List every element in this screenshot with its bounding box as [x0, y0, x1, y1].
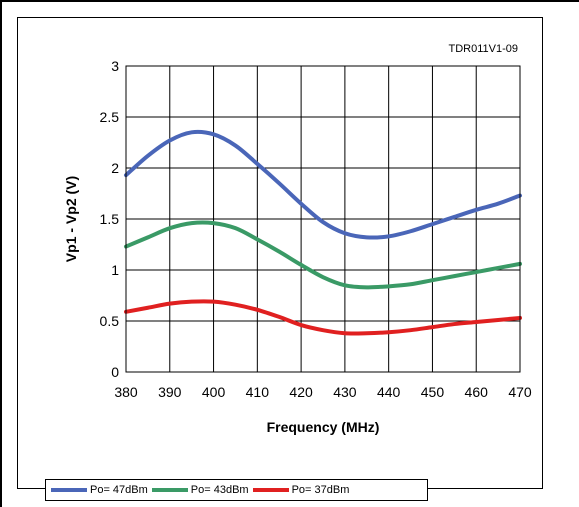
- x-tick-label: 380: [114, 384, 138, 400]
- y-tick-label: 0.5: [100, 313, 120, 329]
- series-lines: [124, 129, 522, 336]
- grid: [125, 65, 521, 373]
- page-border-left: [0, 0, 2, 507]
- series-line-3: [124, 299, 522, 336]
- x-tick-label: 450: [421, 384, 445, 400]
- y-tick-label: 2: [111, 160, 119, 176]
- x-axis-title: Frequency (MHz): [267, 419, 380, 435]
- x-tick-label: 470: [508, 384, 532, 400]
- series-line-2: [124, 220, 522, 290]
- y-tick-label: 0: [111, 364, 119, 380]
- legend-label-3: Po= 37dBm: [291, 484, 350, 496]
- legend-item-2: Po= 43dBm: [151, 484, 249, 496]
- series-line-1: [124, 129, 522, 240]
- plot-area-border: [125, 65, 521, 373]
- y-axis-title: Vp1 - Vp2 (V): [63, 176, 79, 262]
- x-tick-label: 420: [289, 384, 313, 400]
- x-tick-label: 430: [333, 384, 357, 400]
- legend-swatch-1: [51, 488, 87, 492]
- y-tick-label: 1: [111, 262, 119, 278]
- x-tick-label: 460: [465, 384, 489, 400]
- legend-swatch-2: [151, 488, 188, 492]
- chart-code-label: TDR011V1-09: [449, 43, 519, 55]
- tick-labels: 380 390 400 410 420 430 440 450 460 470 0 0.5 1 1.5 2 2…: [100, 58, 532, 400]
- y-tick-label: 2.5: [100, 109, 120, 125]
- x-tick-label: 440: [377, 384, 401, 400]
- legend-label-2: Po= 43dBm: [190, 484, 249, 496]
- x-tick-label: 390: [158, 384, 182, 400]
- legend: Po= 47dBm Po= 43dBm Po= 37dBm: [45, 479, 428, 501]
- legend-item-1: Po= 47dBm: [51, 484, 148, 496]
- legend-item-3: Po= 37dBm: [252, 484, 350, 496]
- page-border-top: [0, 0, 579, 2]
- legend-swatch-3: [252, 488, 289, 492]
- y-tick-label: 3: [111, 58, 119, 74]
- x-tick-label: 410: [246, 384, 270, 400]
- x-tick-label: 400: [202, 384, 226, 400]
- line-chart: 380 390 400 410 420 430 440 450 460 470 0 0.5 1 1.5 2 2…: [63, 43, 532, 435]
- legend-label-1: Po= 47dBm: [90, 484, 148, 496]
- chart-frame: 380 390 400 410 420 430 440 450 460 470 0 0.5 1 1.5 2 2…: [17, 17, 543, 501]
- y-tick-label: 1.5: [100, 211, 120, 227]
